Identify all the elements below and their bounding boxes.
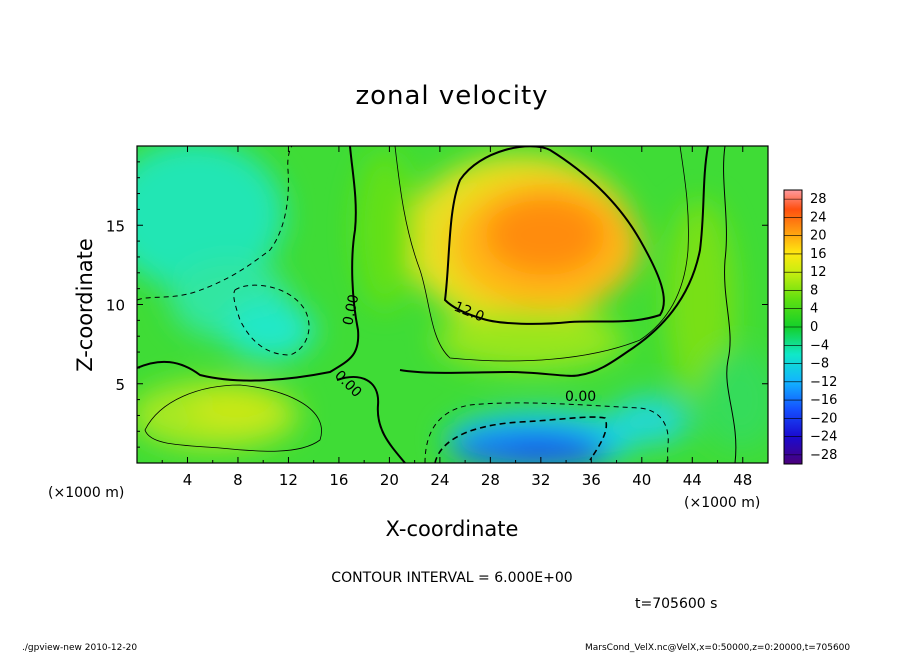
x-tick-label: 48	[733, 471, 752, 489]
contour-zero-main	[137, 146, 360, 382]
contour-lines	[137, 146, 737, 463]
x-tick-label: 12	[279, 471, 298, 489]
colorbar-tick-label: 8	[810, 283, 818, 298]
colorbar-tick-label: 12	[810, 265, 827, 280]
contour-neg-d	[424, 402, 669, 463]
y-unit-note: (×1000 m)	[48, 485, 124, 501]
x-tick-label: 20	[380, 471, 399, 489]
x-tick-label: 8	[233, 471, 243, 489]
colorbar-tick-label: −16	[810, 393, 837, 408]
colorbar-tick-label: −12	[810, 375, 837, 390]
heatmap-field	[137, 146, 768, 463]
y-axis: 5 10 15	[106, 161, 768, 448]
contour-right-squiggle	[723, 146, 737, 463]
contour-zero-right	[399, 146, 709, 377]
x-tick-label: 4	[183, 471, 193, 489]
contour-neg-b	[233, 284, 310, 356]
colorbar-tick-label: −4	[810, 338, 829, 353]
footer-right: MarsCond_VelX.nc@VelX,x=0:50000,z=0:2000…	[585, 643, 850, 653]
y-tick-label: 5	[115, 376, 125, 394]
y-axis-label: Z-coordinate	[73, 238, 97, 372]
x-tick-label: 24	[430, 471, 449, 489]
colorbar-tick-label: 16	[810, 247, 827, 262]
x-tick-label: 16	[329, 471, 348, 489]
x-tick-label: 32	[531, 471, 550, 489]
contour-twelve	[443, 146, 665, 325]
contour-interval-text: CONTOUR INTERVAL = 6.000E+00	[331, 570, 572, 586]
x-axis-label: X-coordinate	[386, 517, 519, 541]
colorbar: 28 24 20 16 12 8 4 0 −4 −8 −12 −16 −20 −24 −28	[783, 189, 837, 465]
x-tick-label: 44	[683, 471, 702, 489]
y-tick-label: 10	[106, 297, 125, 315]
contour-neg-a	[137, 146, 293, 301]
colorbar-tick-label: −24	[810, 430, 837, 445]
y-tick-label: 15	[106, 217, 125, 235]
colorbar-tick-label: −8	[810, 357, 829, 372]
contour-neg-c	[434, 416, 608, 463]
colorbar-tick-label: 0	[810, 320, 818, 335]
colorbar-tick-label: 28	[810, 192, 827, 207]
colorbar-tick-label: −20	[810, 411, 837, 426]
colorbar-tick-label: 20	[810, 229, 827, 244]
contour-label-1: 0.00	[340, 293, 362, 327]
x-tick-label: 40	[632, 471, 651, 489]
contour-six-b	[144, 384, 322, 452]
contour-label-4: 0.00	[565, 389, 596, 405]
time-text: t=705600 s	[635, 596, 717, 612]
footer-left: ./gpview-new 2010-12-20	[22, 643, 137, 653]
colorbar-tick-label: −28	[810, 448, 837, 463]
x-axis: 4 8 12 16 20 24 28 32 36 40 44 48	[161, 146, 752, 489]
colorbar-tick-label: 24	[810, 210, 827, 225]
x-tick-label: 28	[481, 471, 500, 489]
chart-title: zonal velocity	[355, 81, 548, 111]
x-tick-label: 36	[582, 471, 601, 489]
contour-six-a	[394, 146, 689, 362]
contour-zero-lower	[336, 376, 406, 463]
x-unit-note: (×1000 m)	[684, 495, 760, 511]
colorbar-tick-label: 4	[810, 302, 818, 317]
